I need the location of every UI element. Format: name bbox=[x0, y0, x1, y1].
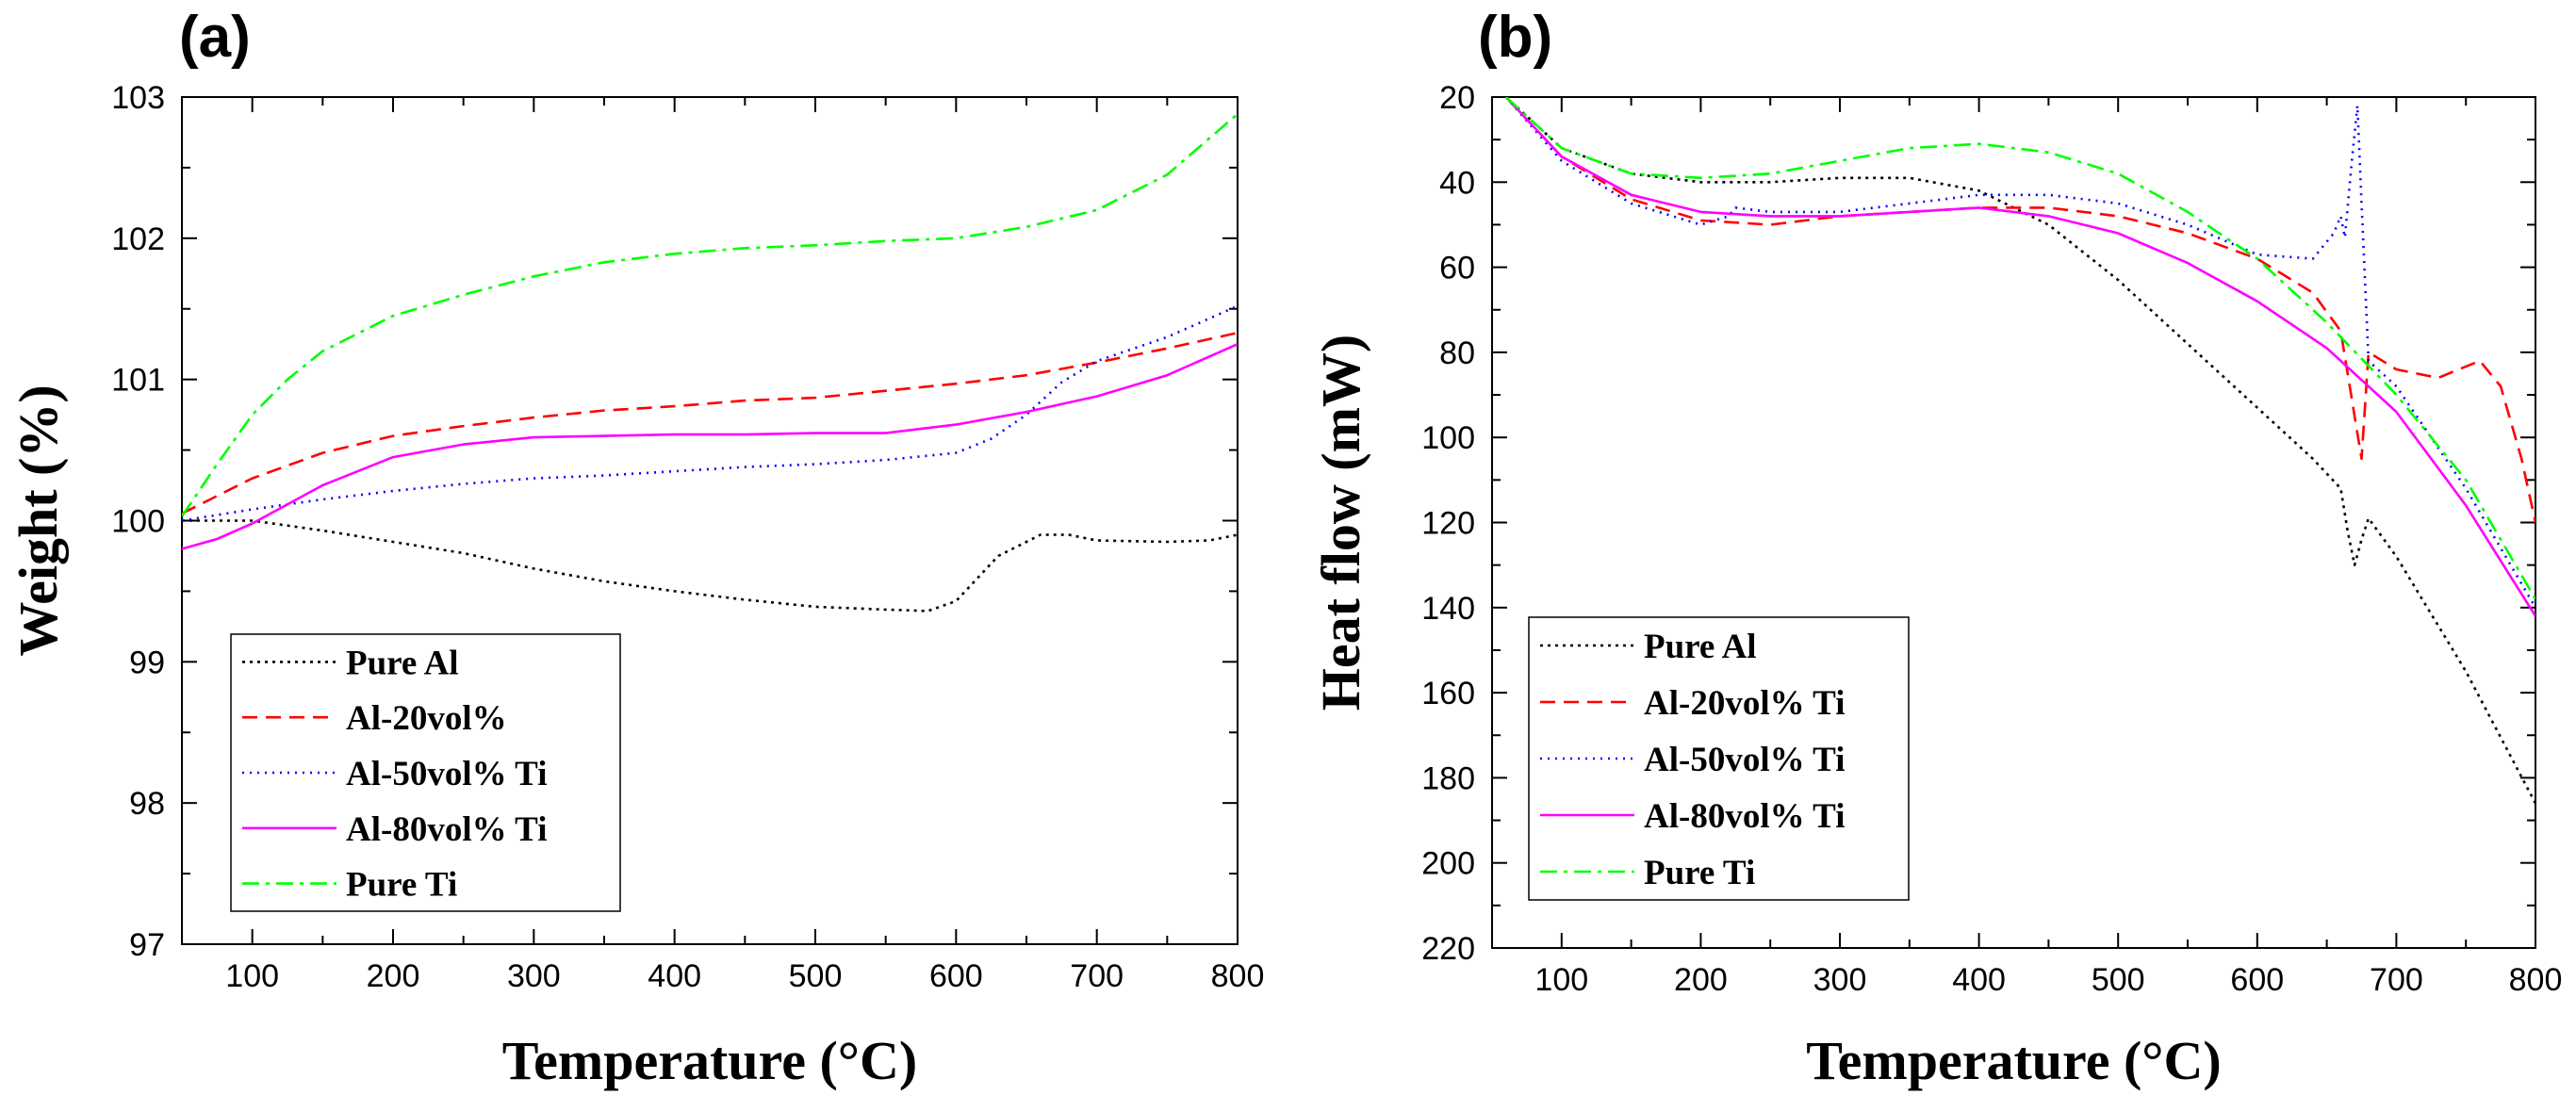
y-tick-label: 80 bbox=[1439, 335, 1475, 371]
y-tick-label: 120 bbox=[1421, 506, 1475, 542]
y-tick-label: 103 bbox=[111, 80, 165, 116]
series-line-1 bbox=[182, 331, 1238, 515]
y-tick-label: 101 bbox=[111, 363, 165, 399]
y-tick-label: 100 bbox=[111, 504, 165, 540]
x-axis-title: Temperature (°C) bbox=[502, 1030, 917, 1091]
x-tick-label: 200 bbox=[367, 958, 420, 994]
legend-label: Al-50vol% Ti bbox=[1644, 741, 1845, 779]
y-tick-label: 180 bbox=[1421, 760, 1475, 796]
series-line-1 bbox=[1504, 97, 2535, 523]
x-tick-label: 100 bbox=[225, 958, 279, 994]
y-axis-title: Heat flow (mW) bbox=[1310, 335, 1371, 711]
x-tick-label: 300 bbox=[1813, 962, 1867, 998]
x-tick-label: 800 bbox=[2509, 962, 2563, 998]
x-tick-label: 500 bbox=[2092, 962, 2145, 998]
x-tick-label: 800 bbox=[1211, 958, 1265, 994]
x-tick-label: 200 bbox=[1674, 962, 1728, 998]
series-line-2 bbox=[1504, 97, 2535, 609]
y-tick-label: 102 bbox=[111, 221, 165, 257]
legend-label: Pure Ti bbox=[1644, 854, 1755, 892]
y-tick-label: 97 bbox=[129, 927, 165, 963]
series-line-3 bbox=[182, 343, 1238, 550]
x-tick-label: 700 bbox=[1070, 958, 1124, 994]
y-tick-label: 160 bbox=[1421, 676, 1475, 711]
x-tick-label: 400 bbox=[648, 958, 701, 994]
legend-label: Pure Al bbox=[1644, 628, 1757, 666]
legend-label: Pure Ti bbox=[346, 866, 457, 905]
y-tick-label: 99 bbox=[129, 645, 165, 680]
y-tick-label: 140 bbox=[1421, 591, 1475, 627]
series-line-0 bbox=[1504, 97, 2535, 805]
panel-a-chart: (a) 100 200 300 400 500 600 700 800 97 98 99 100 101 1… bbox=[8, 5, 1264, 1091]
legend: Pure Al Al-20vol% Al-50vol% Ti Al-80vol% Ti… bbox=[230, 633, 621, 912]
legend-label: Al-80vol% Ti bbox=[1644, 797, 1845, 836]
series-group bbox=[1504, 97, 2535, 805]
x-tick-label: 600 bbox=[929, 958, 983, 994]
y-tick-label: 60 bbox=[1439, 251, 1475, 286]
legend: Pure Al Al-20vol% Ti Al-50vol% Ti Al-80vol%… bbox=[1528, 616, 1910, 901]
series-line-3 bbox=[1504, 97, 2535, 617]
x-tick-label: 400 bbox=[1952, 962, 2006, 998]
x-tick-label: 700 bbox=[2370, 962, 2423, 998]
y-axis-title: Weight (%) bbox=[8, 384, 69, 656]
panel-b-chart: (b) 100 200 300 400 500 600 700 800 20 40 60 80 100 12… bbox=[1310, 5, 2562, 1091]
y-tick-label: 20 bbox=[1439, 80, 1475, 116]
panel-label: (b) bbox=[1478, 5, 1552, 70]
x-axis-title: Temperature (°C) bbox=[1806, 1030, 2221, 1091]
legend-label: Al-50vol% Ti bbox=[346, 755, 547, 793]
y-tick-label: 98 bbox=[129, 786, 165, 822]
legend-label: Al-20vol% Ti bbox=[1644, 684, 1845, 723]
series-line-4 bbox=[182, 113, 1238, 517]
y-tick-label: 100 bbox=[1421, 420, 1475, 456]
legend-label: Al-20vol% bbox=[346, 699, 507, 738]
legend-box bbox=[1528, 616, 1910, 901]
x-tick-label: 600 bbox=[2230, 962, 2284, 998]
x-tick-label: 500 bbox=[789, 958, 843, 994]
panel-label: (a) bbox=[179, 5, 251, 70]
legend-label: Al-80vol% Ti bbox=[346, 810, 547, 849]
series-line-0 bbox=[182, 519, 1238, 613]
legend-label: Pure Al bbox=[346, 644, 459, 682]
series-line-4 bbox=[1504, 97, 2535, 600]
series-line-2 bbox=[182, 304, 1238, 522]
y-tick-label: 200 bbox=[1421, 846, 1475, 882]
y-tick-label: 220 bbox=[1421, 931, 1475, 967]
x-tick-label: 300 bbox=[507, 958, 561, 994]
y-tick-label: 40 bbox=[1439, 165, 1475, 201]
series-group bbox=[182, 113, 1238, 613]
x-tick-label: 100 bbox=[1534, 962, 1588, 998]
